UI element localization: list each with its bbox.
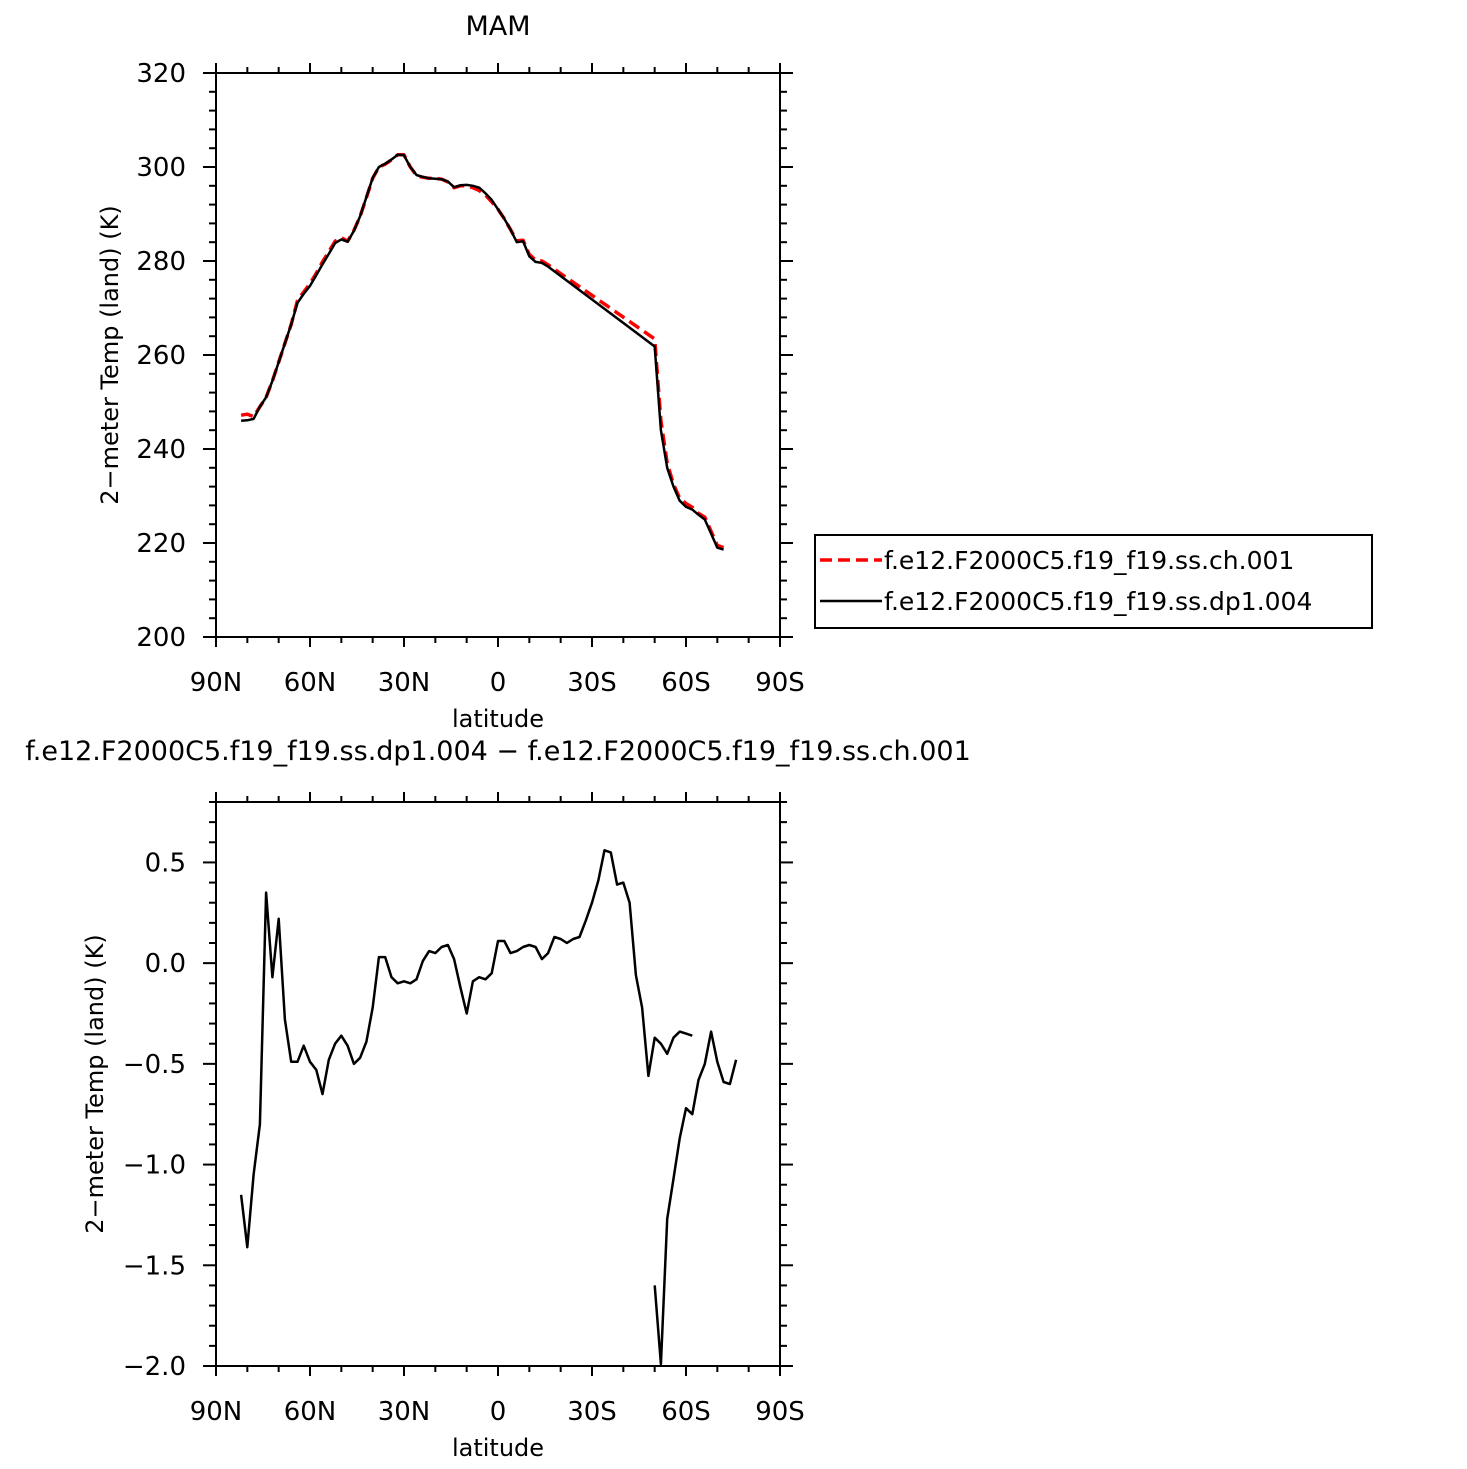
x-tick-label: 0: [490, 1397, 507, 1427]
y-axis-label: 2−meter Temp (land) (K): [81, 934, 109, 1233]
y-tick-label: −0.5: [123, 1050, 186, 1080]
y-tick-label: 200: [136, 623, 186, 653]
x-tick-label: 30S: [567, 1397, 617, 1427]
y-tick-label: 260: [136, 341, 186, 371]
y-tick-label: −2.0: [123, 1352, 186, 1382]
series-line-0: [239, 849, 738, 1366]
bottom-panel-difference: f.e12.F2000C5.f19_f19.ss.dp1.004 − f.e12…: [25, 736, 971, 1462]
y-tick-label: 220: [136, 529, 186, 559]
x-axis-label: latitude: [452, 705, 544, 733]
x-axis-label: latitude: [452, 1434, 544, 1462]
x-tick-label: 90N: [190, 668, 243, 698]
legend-label: f.e12.F2000C5.f19_f19.ss.dp1.004: [884, 587, 1312, 616]
x-tick-label: 60N: [284, 1397, 337, 1427]
y-tick-label: −1.5: [123, 1251, 186, 1281]
x-tick-label: 30N: [378, 668, 431, 698]
y-axis-label: 2−meter Temp (land) (K): [96, 205, 124, 504]
x-tick-label: 0: [490, 668, 507, 698]
legend-box: [814, 534, 1373, 629]
series-line-1: [240, 153, 724, 551]
y-tick-label: 0.0: [145, 949, 186, 979]
series-line-0: [240, 153, 725, 550]
x-tick-label: 90S: [755, 1397, 805, 1427]
y-tick-label: 240: [136, 435, 186, 465]
x-tick-label: 30S: [567, 668, 617, 698]
chart-title: MAM: [465, 11, 530, 42]
plot-frame: [215, 801, 781, 1367]
x-tick-label: 30N: [378, 1397, 431, 1427]
x-tick-label: 60N: [284, 668, 337, 698]
x-tick-label: 90S: [755, 668, 805, 698]
y-tick-label: −1.0: [123, 1151, 186, 1181]
legend-label: f.e12.F2000C5.f19_f19.ss.ch.001: [884, 546, 1294, 575]
chart-title: f.e12.F2000C5.f19_f19.ss.dp1.004 − f.e12…: [25, 736, 971, 767]
y-tick-label: 0.5: [145, 848, 186, 878]
top-panel-temperature: MAM 90N 60N 30N 0 30S 60S 90S 200 220 240 260 280 300…: [96, 11, 805, 733]
legend: f.e12.F2000C5.f19_f19.ss.ch.001 f.e12.F20…: [814, 534, 1373, 629]
y-tick-label: 320: [136, 59, 186, 89]
x-tick-label: 90N: [190, 1397, 243, 1427]
y-tick-label: 300: [136, 153, 186, 183]
x-tick-label: 60S: [661, 1397, 711, 1427]
x-tick-label: 60S: [661, 668, 711, 698]
y-tick-label: 280: [136, 247, 186, 277]
plot-frame: [215, 72, 781, 638]
